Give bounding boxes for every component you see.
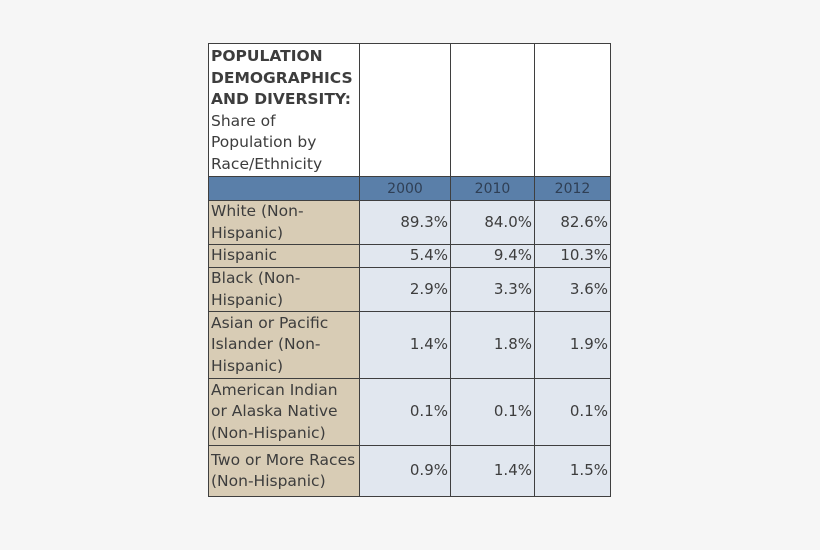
value-cell: 9.4%	[450, 244, 535, 268]
empty-header-cell	[450, 43, 535, 177]
empty-header-cell	[534, 43, 611, 177]
value-cell: 5.4%	[359, 244, 451, 268]
row-label: Asian or Pacific Islander (Non-Hispanic)	[208, 311, 360, 379]
year-header: 2012	[534, 176, 611, 201]
demographics-table-container: POPULATION DEMOGRAPHICS AND DIVERSITY: S…	[208, 43, 611, 504]
row-label: Two or More Races (Non-Hispanic)	[208, 445, 360, 497]
year-header-row: 2000 2010 2012	[208, 176, 611, 201]
year-header: 2000	[359, 176, 451, 201]
table-row: Asian or Pacific Islander (Non-Hispanic)…	[208, 311, 611, 379]
value-cell: 1.8%	[450, 311, 535, 379]
value-cell: 1.5%	[534, 445, 611, 497]
value-cell: 89.3%	[359, 200, 451, 245]
table-title-line: AND DIVERSITY:	[211, 90, 351, 108]
title-row: POPULATION DEMOGRAPHICS AND DIVERSITY: S…	[208, 43, 611, 177]
value-cell: 1.4%	[450, 445, 535, 497]
table-row: White (Non-Hispanic) 89.3% 84.0% 82.6%	[208, 200, 611, 245]
value-cell: 1.4%	[359, 311, 451, 379]
demographics-table: POPULATION DEMOGRAPHICS AND DIVERSITY: S…	[208, 43, 611, 497]
year-header: 2010	[450, 176, 535, 201]
value-cell: 82.6%	[534, 200, 611, 245]
table-row: Black (Non-Hispanic) 2.9% 3.3% 3.6%	[208, 267, 611, 312]
value-cell: 0.9%	[359, 445, 451, 497]
value-cell: 84.0%	[450, 200, 535, 245]
value-cell: 10.3%	[534, 244, 611, 268]
value-cell: 0.1%	[534, 378, 611, 446]
table-subtitle-line: Population by	[211, 133, 317, 151]
value-cell: 3.6%	[534, 267, 611, 312]
year-header-blank	[208, 176, 360, 201]
row-label: American Indian or Alaska Native (Non-Hi…	[208, 378, 360, 446]
row-label: Black (Non-Hispanic)	[208, 267, 360, 312]
value-cell: 3.3%	[450, 267, 535, 312]
value-cell: 0.1%	[359, 378, 451, 446]
value-cell: 1.9%	[534, 311, 611, 379]
table-row: Two or More Races (Non-Hispanic) 0.9% 1.…	[208, 445, 611, 497]
value-cell: 0.1%	[450, 378, 535, 446]
table-subtitle-line: Race/Ethnicity	[211, 154, 323, 173]
table-title-cell: POPULATION DEMOGRAPHICS AND DIVERSITY: S…	[208, 43, 360, 177]
empty-header-cell	[359, 43, 451, 177]
table-subtitle-line: Share of	[211, 111, 276, 130]
table-row: American Indian or Alaska Native (Non-Hi…	[208, 378, 611, 446]
row-label: Hispanic	[208, 244, 360, 268]
row-label: White (Non-Hispanic)	[208, 200, 360, 245]
table-title-line: POPULATION	[211, 47, 323, 65]
table-title-line: DEMOGRAPHICS	[211, 68, 353, 87]
table-row: Hispanic 5.4% 9.4% 10.3%	[208, 244, 611, 268]
value-cell: 2.9%	[359, 267, 451, 312]
